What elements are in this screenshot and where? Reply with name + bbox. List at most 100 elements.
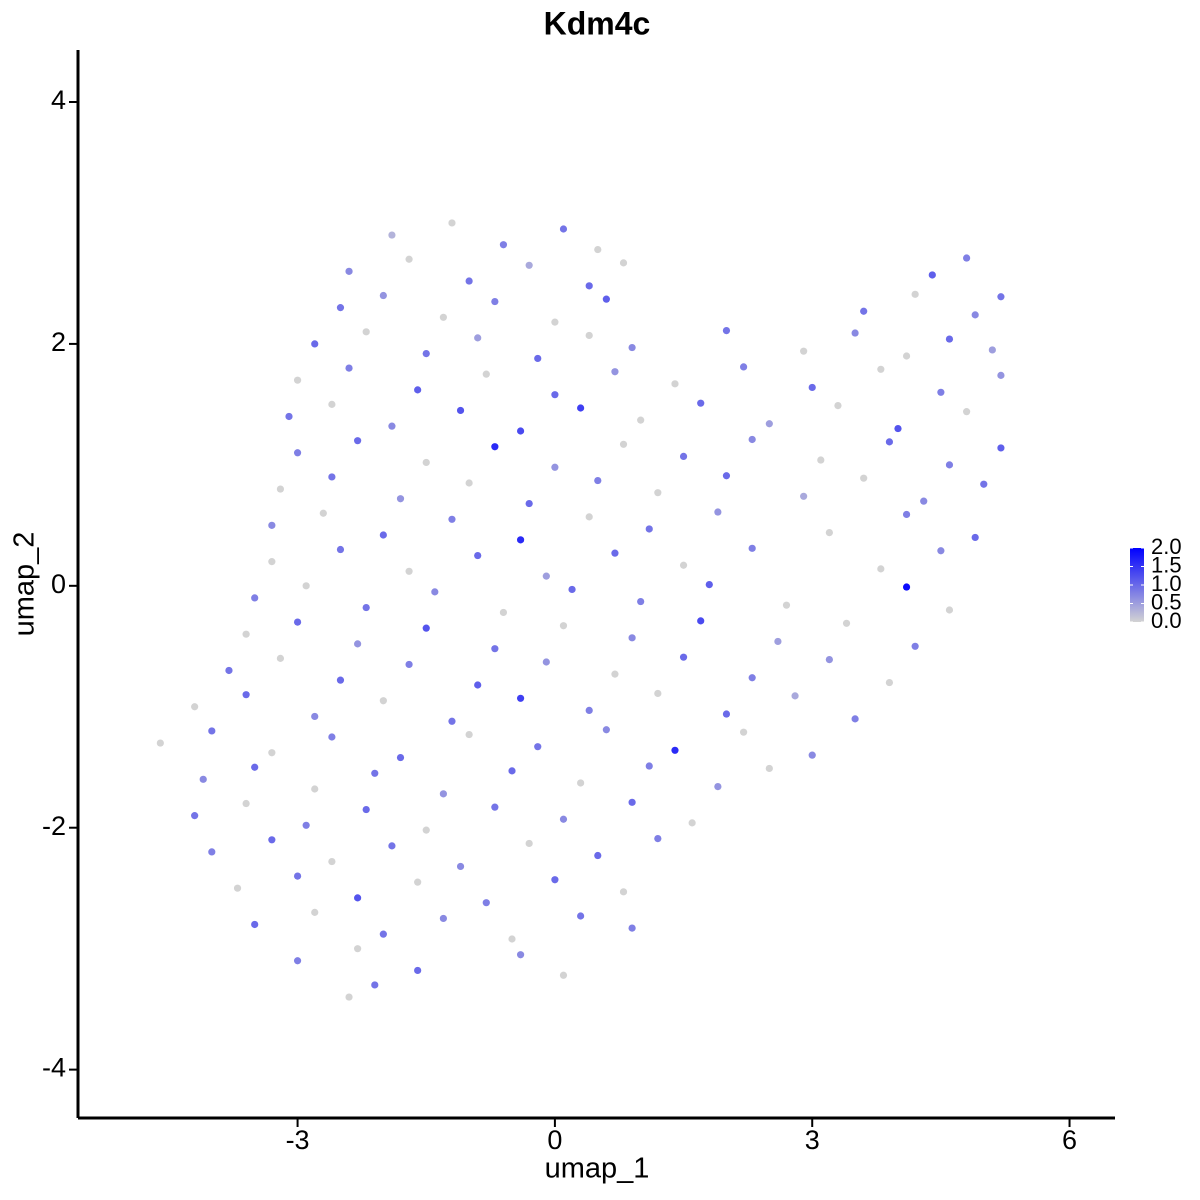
cell-point	[191, 812, 199, 820]
cell-point	[551, 876, 559, 884]
cell-point	[482, 899, 490, 907]
cell-point	[602, 295, 610, 303]
cell-point	[465, 479, 473, 487]
cell-point	[388, 842, 396, 850]
cell-point	[242, 630, 250, 638]
x-tick-label: 6	[1062, 1125, 1077, 1155]
cell-point	[354, 894, 362, 902]
cell-point	[688, 819, 696, 827]
cell-point	[594, 476, 602, 485]
cell-point	[251, 920, 259, 929]
cell-point	[619, 440, 628, 448]
cell-point	[285, 412, 293, 421]
x-axis-label: umap_1	[545, 1153, 650, 1185]
cell-point	[542, 572, 550, 580]
cell-point	[628, 924, 636, 932]
cell-point	[885, 438, 894, 446]
cell-point	[559, 971, 568, 979]
cell-point	[585, 706, 593, 714]
cell-point	[697, 399, 705, 407]
cell-point	[311, 340, 319, 348]
cell-point	[396, 753, 405, 762]
cell-point	[448, 219, 456, 227]
cell-point	[465, 730, 473, 739]
colorbar	[1130, 548, 1144, 622]
cell-point	[542, 658, 550, 666]
cell-point	[559, 622, 568, 630]
cell-point	[242, 691, 250, 699]
cell-point	[362, 603, 370, 612]
x-tick-label: 0	[547, 1125, 562, 1155]
cell-point	[336, 545, 345, 554]
cell-point	[800, 492, 808, 500]
cell-point	[637, 416, 645, 424]
cell-point	[748, 674, 756, 682]
cell-point	[551, 463, 559, 471]
cell-point	[825, 528, 833, 537]
x-tick-label: -3	[286, 1125, 310, 1155]
x-tick-label: 3	[805, 1125, 820, 1155]
cell-point	[293, 449, 302, 457]
cell-point	[628, 798, 636, 806]
cell-point	[293, 957, 302, 965]
cell-point	[405, 660, 413, 669]
cell-point	[765, 420, 773, 428]
cell-point	[722, 472, 731, 480]
cell-point	[911, 290, 919, 298]
cell-point	[842, 619, 851, 627]
cell-point	[388, 231, 396, 239]
cell-point	[877, 365, 885, 373]
cell-point	[551, 391, 559, 399]
cell-point	[714, 508, 722, 516]
cell-point	[328, 400, 336, 408]
cell-point	[465, 277, 473, 285]
cell-point	[654, 489, 662, 497]
cell-point	[396, 495, 405, 503]
cell-point	[585, 282, 593, 290]
cell-point	[937, 388, 945, 396]
cell-point	[456, 406, 465, 415]
cell-point	[345, 364, 353, 372]
cell-point	[980, 480, 988, 488]
cell-point	[594, 245, 602, 254]
cell-point	[293, 376, 302, 384]
cell-point	[516, 536, 525, 544]
cell-point	[516, 951, 525, 959]
cell-point	[293, 872, 302, 880]
cell-point	[345, 267, 353, 275]
cell-point	[679, 653, 688, 661]
cell-point	[911, 642, 919, 650]
colorbar-tick-label: 2.0	[1151, 534, 1182, 559]
cell-point	[354, 437, 362, 445]
cell-point	[319, 509, 327, 517]
cell-point	[405, 255, 413, 263]
cell-point	[825, 655, 833, 664]
cell-point	[345, 993, 353, 1001]
cell-point	[233, 884, 242, 892]
cell-point	[971, 311, 979, 319]
y-tick-label: -4	[42, 1053, 66, 1083]
cell-point	[379, 930, 387, 938]
cell-point	[431, 588, 439, 596]
cell-point	[422, 624, 430, 632]
cell-point	[439, 790, 447, 798]
cell-point	[414, 878, 422, 886]
cell-point	[328, 733, 336, 741]
cell-point	[551, 318, 559, 326]
cell-point	[654, 835, 662, 843]
cell-point	[645, 762, 653, 770]
cell-point	[251, 594, 259, 602]
cell-point	[499, 241, 508, 249]
cell-point	[808, 383, 816, 392]
cell-point	[354, 945, 362, 953]
cell-point	[945, 335, 954, 343]
cell-point	[559, 815, 568, 823]
y-tick-label: -2	[42, 811, 66, 841]
cell-point	[628, 634, 636, 642]
cell-point	[388, 422, 396, 430]
cell-point	[679, 452, 688, 460]
cell-point	[637, 597, 645, 606]
cell-point	[474, 334, 482, 342]
cell-point	[414, 386, 422, 394]
